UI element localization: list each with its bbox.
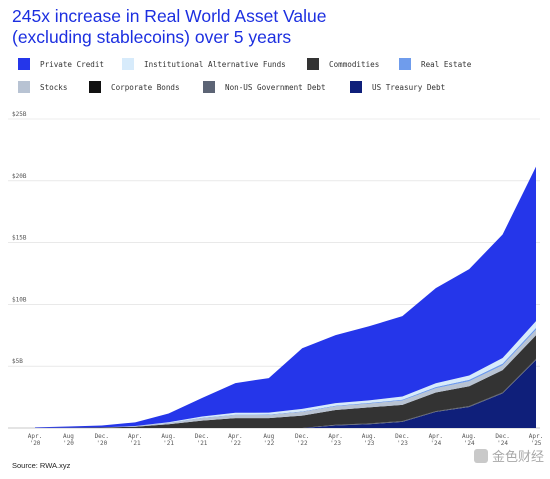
x-tick-label: Dec. '23 bbox=[395, 433, 409, 447]
y-tick-label: $25B bbox=[12, 111, 27, 118]
x-tick-label: Dec. '20 bbox=[95, 433, 109, 447]
stacked-area-chart: $5B $10B $15B $20B $25B Apr. '20 Aug '20 Dec. '20… bbox=[8, 111, 543, 447]
legend-item-real-estate[interactable]: Real Estate bbox=[399, 58, 471, 70]
legend-item-institutional-alternative-funds[interactable]: Institutional Alternative Funds bbox=[122, 58, 286, 70]
y-tick-label: $10B bbox=[12, 296, 27, 303]
x-tick-label: Apr. '23 bbox=[328, 433, 342, 447]
legend-label: Non-US Government Debt bbox=[225, 82, 326, 92]
legend-label: Corporate Bonds bbox=[111, 82, 180, 92]
legend-label: Stocks bbox=[40, 82, 68, 92]
area-series bbox=[35, 166, 536, 428]
legend-swatch bbox=[307, 58, 319, 70]
area-us-treasury-debt bbox=[35, 360, 536, 428]
legend-swatch bbox=[203, 81, 215, 93]
y-tick-label: $15B bbox=[12, 235, 27, 242]
x-axis: Apr. '20 Aug '20 Dec. '20 Apr. '21 Aug. '21 Dec. '2… bbox=[28, 433, 543, 447]
legend-label: US Treasury Debt bbox=[372, 82, 446, 92]
y-axis: $5B $10B $15B $20B $25B bbox=[12, 111, 27, 365]
watermark: 金色财经 bbox=[473, 446, 544, 465]
x-tick-label: Apr. '20 bbox=[28, 433, 42, 447]
legend-swatch bbox=[18, 81, 30, 93]
legend-item-private-credit[interactable]: Private Credit bbox=[18, 58, 104, 70]
watermark-text: 金色财经 bbox=[491, 450, 544, 465]
legend-swatch bbox=[122, 58, 134, 70]
area-commodities bbox=[35, 335, 536, 428]
legend-swatch bbox=[399, 58, 411, 70]
x-tick-label: Aug '22 bbox=[263, 433, 274, 447]
legend-item-corporate-bonds[interactable]: Corporate Bonds bbox=[89, 81, 180, 93]
legend-label: Institutional Alternative Funds bbox=[144, 59, 286, 69]
legend-label: Real Estate bbox=[421, 59, 472, 69]
source-note: Source: RWA.xyz bbox=[12, 461, 71, 470]
x-tick-label: Dec. '21 bbox=[195, 433, 209, 447]
legend-swatch bbox=[350, 81, 362, 93]
legend-label: Commodities bbox=[329, 59, 380, 69]
x-tick-label: Aug. '21 bbox=[161, 433, 175, 447]
legend-item-non-us-government-debt[interactable]: Non-US Government Debt bbox=[203, 81, 326, 93]
y-tick-label: $20B bbox=[12, 173, 27, 180]
x-tick-label: Aug. '24 bbox=[462, 433, 476, 447]
x-tick-label: Dec. '24 bbox=[495, 433, 509, 447]
legend-label: Private Credit bbox=[40, 59, 105, 69]
x-tick-label: Aug '20 bbox=[63, 433, 74, 447]
legend-item-stocks[interactable]: Stocks bbox=[18, 81, 67, 93]
legend-item-commodities[interactable]: Commodities bbox=[307, 58, 379, 70]
x-tick-label: Apr. '25 bbox=[529, 433, 543, 447]
x-tick-label: Aug. '23 bbox=[362, 433, 376, 447]
x-tick-label: Apr. '21 bbox=[128, 433, 142, 447]
x-tick-label: Apr. '24 bbox=[429, 433, 443, 447]
chart-title: 245x increase in Real World Asset Value … bbox=[12, 6, 327, 47]
watermark-logo-icon bbox=[473, 448, 488, 463]
legend-item-us-treasury-debt[interactable]: US Treasury Debt bbox=[350, 81, 445, 93]
area-private-credit bbox=[35, 166, 536, 428]
x-tick-label: Apr. '22 bbox=[228, 433, 242, 447]
legend-swatch bbox=[18, 58, 30, 70]
x-tick-label: Dec. '22 bbox=[295, 433, 309, 447]
y-tick-label: $5B bbox=[12, 358, 23, 365]
legend-swatch bbox=[89, 81, 101, 93]
